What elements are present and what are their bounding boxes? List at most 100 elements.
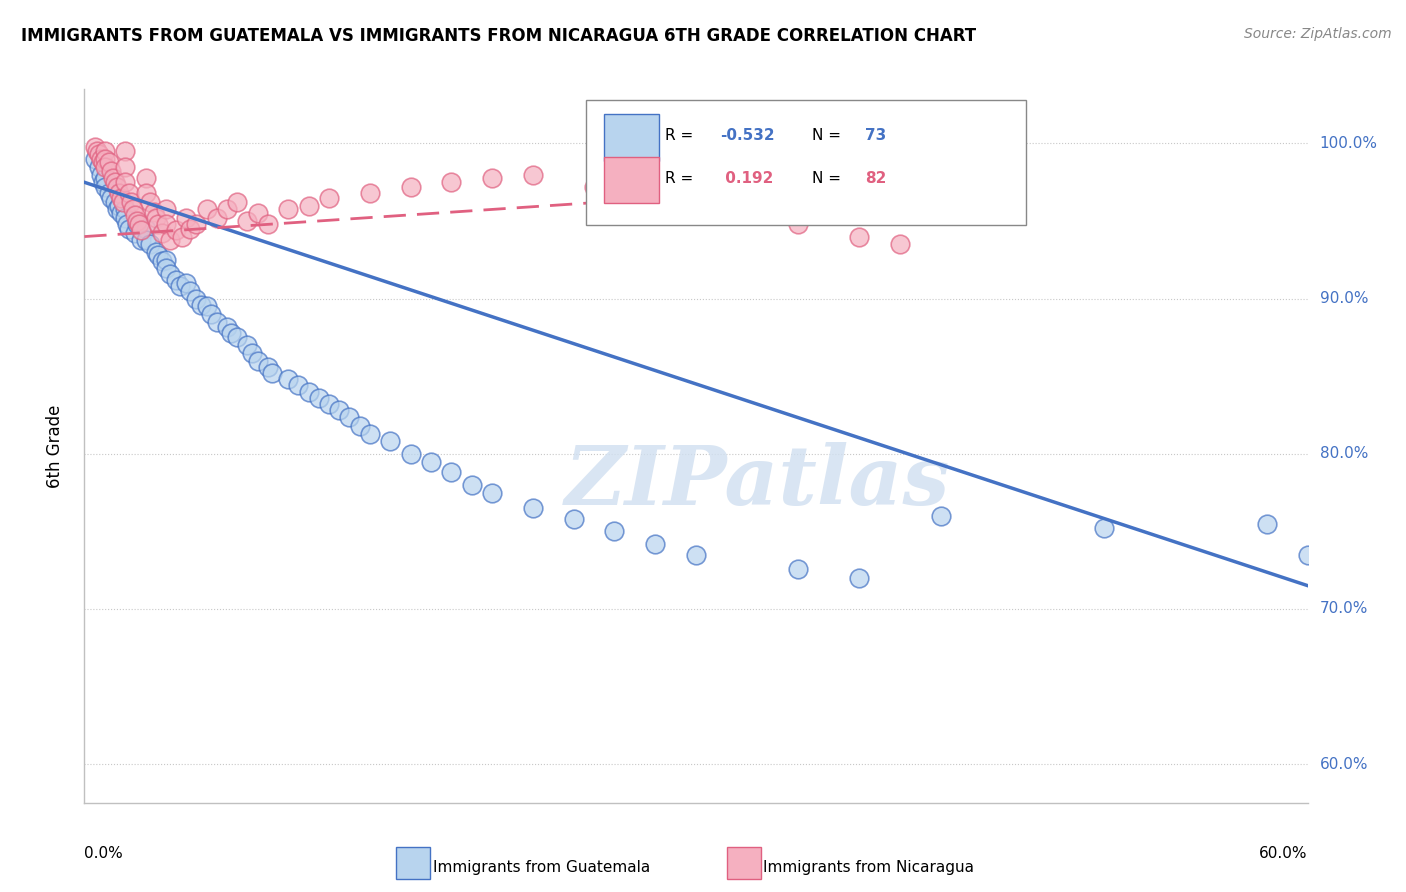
Point — [359, 186, 381, 201]
Point — [848, 571, 870, 585]
Point — [155, 260, 177, 275]
Point — [112, 195, 135, 210]
Point — [155, 252, 177, 267]
Point — [481, 485, 503, 500]
Point — [90, 168, 112, 182]
Text: 60.0%: 60.0% — [1260, 846, 1308, 861]
Point — [150, 254, 173, 268]
Point — [93, 152, 115, 166]
FancyBboxPatch shape — [605, 157, 659, 203]
Point — [582, 180, 605, 194]
Point — [308, 391, 330, 405]
Point — [150, 227, 173, 241]
Point — [190, 298, 212, 312]
Point — [110, 206, 132, 220]
Point — [787, 561, 810, 575]
Point — [105, 202, 128, 216]
Point — [131, 233, 153, 247]
Point — [328, 403, 350, 417]
Point — [399, 180, 422, 194]
Point — [277, 372, 299, 386]
Point — [219, 326, 242, 340]
Point — [159, 233, 181, 247]
Point — [91, 155, 114, 169]
Point — [100, 191, 122, 205]
Point — [246, 353, 269, 368]
Point — [118, 186, 141, 201]
Point — [277, 202, 299, 216]
Point — [260, 366, 283, 380]
Text: ZIPatlas: ZIPatlas — [564, 442, 950, 522]
Text: Immigrants from Guatemala: Immigrants from Guatemala — [433, 860, 651, 875]
Point — [91, 175, 114, 189]
Point — [603, 524, 626, 539]
Point — [93, 180, 115, 194]
Text: Source: ZipAtlas.com: Source: ZipAtlas.com — [1244, 27, 1392, 41]
Point — [226, 195, 249, 210]
Point — [115, 217, 138, 231]
Point — [128, 217, 150, 231]
Point — [155, 217, 177, 231]
Point — [562, 512, 585, 526]
Point — [522, 168, 544, 182]
Point — [155, 202, 177, 216]
Text: 73: 73 — [865, 128, 886, 144]
Point — [108, 186, 131, 201]
Point — [359, 426, 381, 441]
Point — [93, 170, 115, 185]
Point — [1296, 548, 1319, 562]
Point — [90, 152, 112, 166]
Point — [236, 214, 259, 228]
FancyBboxPatch shape — [605, 114, 659, 161]
Point — [848, 229, 870, 244]
Point — [1092, 521, 1115, 535]
Point — [165, 223, 187, 237]
Point — [522, 501, 544, 516]
Text: 82: 82 — [865, 171, 886, 186]
FancyBboxPatch shape — [586, 100, 1026, 225]
Point — [110, 191, 132, 205]
Point — [114, 160, 136, 174]
Point — [138, 237, 160, 252]
Point — [1256, 516, 1278, 531]
Point — [100, 164, 122, 178]
Point — [146, 217, 169, 231]
Point — [87, 147, 110, 161]
Point — [787, 217, 810, 231]
Point — [174, 211, 197, 225]
Point — [725, 206, 748, 220]
Point — [685, 195, 707, 210]
Point — [481, 170, 503, 185]
Point — [135, 186, 157, 201]
Point — [240, 346, 263, 360]
Point — [104, 195, 127, 210]
Point — [217, 202, 239, 216]
Point — [257, 359, 280, 374]
Point — [685, 548, 707, 562]
Point — [236, 338, 259, 352]
Point — [399, 447, 422, 461]
Text: 100.0%: 100.0% — [1320, 136, 1378, 151]
Point — [97, 155, 120, 169]
Point — [205, 315, 228, 329]
Point — [172, 229, 194, 244]
Point — [104, 175, 127, 189]
Point — [87, 160, 110, 174]
Point — [127, 217, 149, 231]
Point — [226, 330, 249, 344]
Y-axis label: 6th Grade: 6th Grade — [45, 404, 63, 488]
Point — [165, 273, 187, 287]
Point — [298, 384, 321, 399]
Point — [195, 202, 218, 216]
Point — [246, 206, 269, 220]
Text: 0.0%: 0.0% — [84, 846, 124, 861]
Point — [287, 378, 309, 392]
Text: -0.532: -0.532 — [720, 128, 775, 144]
Point — [114, 202, 136, 216]
Point — [440, 466, 463, 480]
Point — [179, 222, 201, 236]
Point — [122, 202, 145, 216]
Point — [200, 307, 222, 321]
Text: 70.0%: 70.0% — [1320, 601, 1368, 616]
Point — [174, 276, 197, 290]
